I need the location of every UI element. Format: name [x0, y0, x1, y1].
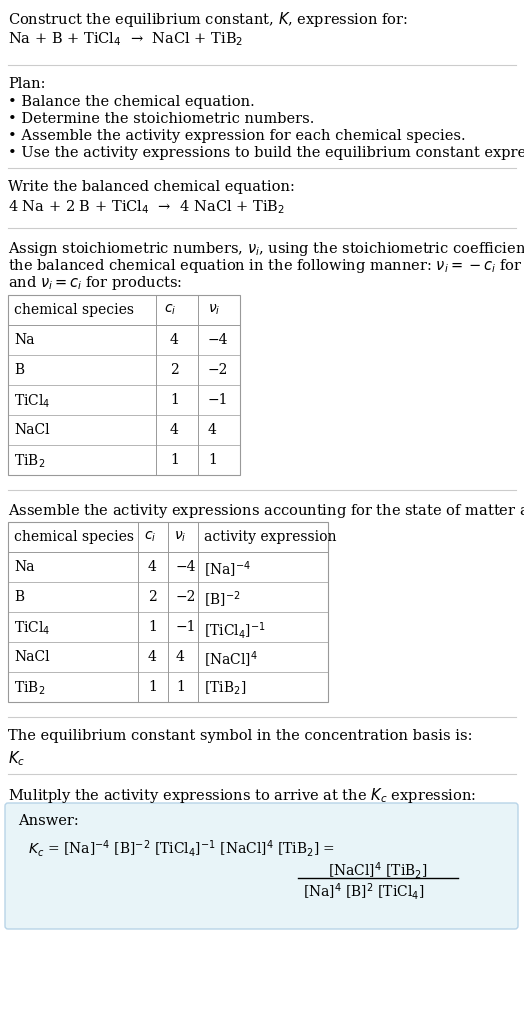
Text: $K_c$ = [Na]$^{-4}$ [B]$^{-2}$ [TiCl$_4$]$^{-1}$ [NaCl]$^4$ [TiB$_2$] =: $K_c$ = [Na]$^{-4}$ [B]$^{-2}$ [TiCl$_4$…: [28, 838, 335, 859]
Text: [NaCl]$^4$: [NaCl]$^4$: [204, 650, 258, 670]
Text: −4: −4: [176, 560, 196, 574]
Text: • Assemble the activity expression for each chemical species.: • Assemble the activity expression for e…: [8, 129, 466, 143]
Text: Na: Na: [14, 333, 35, 347]
Text: TiB$_2$: TiB$_2$: [14, 453, 45, 471]
FancyBboxPatch shape: [5, 803, 518, 929]
Text: chemical species: chemical species: [14, 530, 134, 544]
Text: 4: 4: [148, 650, 157, 664]
Text: activity expression: activity expression: [204, 530, 336, 544]
Text: NaCl: NaCl: [14, 650, 50, 664]
Text: 2: 2: [170, 363, 179, 377]
Text: 4: 4: [148, 560, 157, 574]
Text: B: B: [14, 363, 24, 377]
Text: Answer:: Answer:: [18, 814, 79, 828]
Text: chemical species: chemical species: [14, 303, 134, 317]
Text: 4: 4: [170, 333, 179, 347]
Text: −1: −1: [208, 393, 228, 407]
Text: $\nu_i$: $\nu_i$: [174, 530, 187, 544]
Text: • Determine the stoichiometric numbers.: • Determine the stoichiometric numbers.: [8, 112, 314, 126]
Bar: [8, 295, 240, 475]
Text: 1: 1: [148, 680, 157, 694]
Text: NaCl: NaCl: [14, 423, 50, 437]
Text: 4: 4: [170, 423, 179, 437]
Text: [B]$^{-2}$: [B]$^{-2}$: [204, 590, 241, 610]
Text: [TiB$_2$]: [TiB$_2$]: [204, 680, 246, 698]
Text: Write the balanced chemical equation:: Write the balanced chemical equation:: [8, 180, 295, 194]
Text: The equilibrium constant symbol in the concentration basis is:: The equilibrium constant symbol in the c…: [8, 729, 473, 743]
Text: Na + B + TiCl$_4$  →  NaCl + TiB$_2$: Na + B + TiCl$_4$ → NaCl + TiB$_2$: [8, 29, 243, 48]
Bar: [8, 522, 328, 702]
Text: $c_i$: $c_i$: [144, 530, 156, 544]
Text: 4: 4: [208, 423, 217, 437]
Text: $K_c$: $K_c$: [8, 749, 25, 768]
Text: B: B: [14, 590, 24, 604]
Text: Na: Na: [14, 560, 35, 574]
Text: [NaCl]$^4$ [TiB$_2$]: [NaCl]$^4$ [TiB$_2$]: [328, 860, 428, 881]
Text: TiB$_2$: TiB$_2$: [14, 680, 45, 698]
Text: Assemble the activity expressions accounting for the state of matter and $\nu_i$: Assemble the activity expressions accoun…: [8, 502, 524, 520]
Text: $\nu_i$: $\nu_i$: [208, 303, 221, 317]
Text: • Use the activity expressions to build the equilibrium constant expression.: • Use the activity expressions to build …: [8, 146, 524, 160]
Text: 1: 1: [170, 453, 179, 467]
Text: the balanced chemical equation in the following manner: $\nu_i = -c_i$ for react: the balanced chemical equation in the fo…: [8, 257, 524, 275]
Text: Assign stoichiometric numbers, $\nu_i$, using the stoichiometric coefficients, $: Assign stoichiometric numbers, $\nu_i$, …: [8, 240, 524, 258]
Text: −1: −1: [176, 620, 196, 634]
Text: −4: −4: [208, 333, 228, 347]
Text: [TiCl$_4$]$^{-1}$: [TiCl$_4$]$^{-1}$: [204, 620, 266, 641]
Text: 1: 1: [208, 453, 217, 467]
Text: $c_i$: $c_i$: [164, 303, 176, 317]
Text: 4 Na + 2 B + TiCl$_4$  →  4 NaCl + TiB$_2$: 4 Na + 2 B + TiCl$_4$ → 4 NaCl + TiB$_2$: [8, 198, 285, 216]
Text: Plan:: Plan:: [8, 77, 46, 91]
Text: Construct the equilibrium constant, $K$, expression for:: Construct the equilibrium constant, $K$,…: [8, 10, 408, 29]
Text: 1: 1: [170, 393, 179, 407]
Text: 1: 1: [148, 620, 157, 634]
Text: and $\nu_i = c_i$ for products:: and $\nu_i = c_i$ for products:: [8, 274, 182, 292]
Text: [Na]$^4$ [B]$^2$ [TiCl$_4$]: [Na]$^4$ [B]$^2$ [TiCl$_4$]: [303, 881, 424, 902]
Text: TiCl$_4$: TiCl$_4$: [14, 393, 50, 411]
Text: • Balance the chemical equation.: • Balance the chemical equation.: [8, 95, 255, 109]
Text: TiCl$_4$: TiCl$_4$: [14, 620, 50, 638]
Text: 2: 2: [148, 590, 157, 604]
Text: 4: 4: [176, 650, 185, 664]
Text: 1: 1: [176, 680, 185, 694]
Text: −2: −2: [208, 363, 228, 377]
Text: Mulitply the activity expressions to arrive at the $K_c$ expression:: Mulitply the activity expressions to arr…: [8, 786, 476, 805]
Text: [Na]$^{-4}$: [Na]$^{-4}$: [204, 560, 251, 581]
Text: −2: −2: [176, 590, 196, 604]
